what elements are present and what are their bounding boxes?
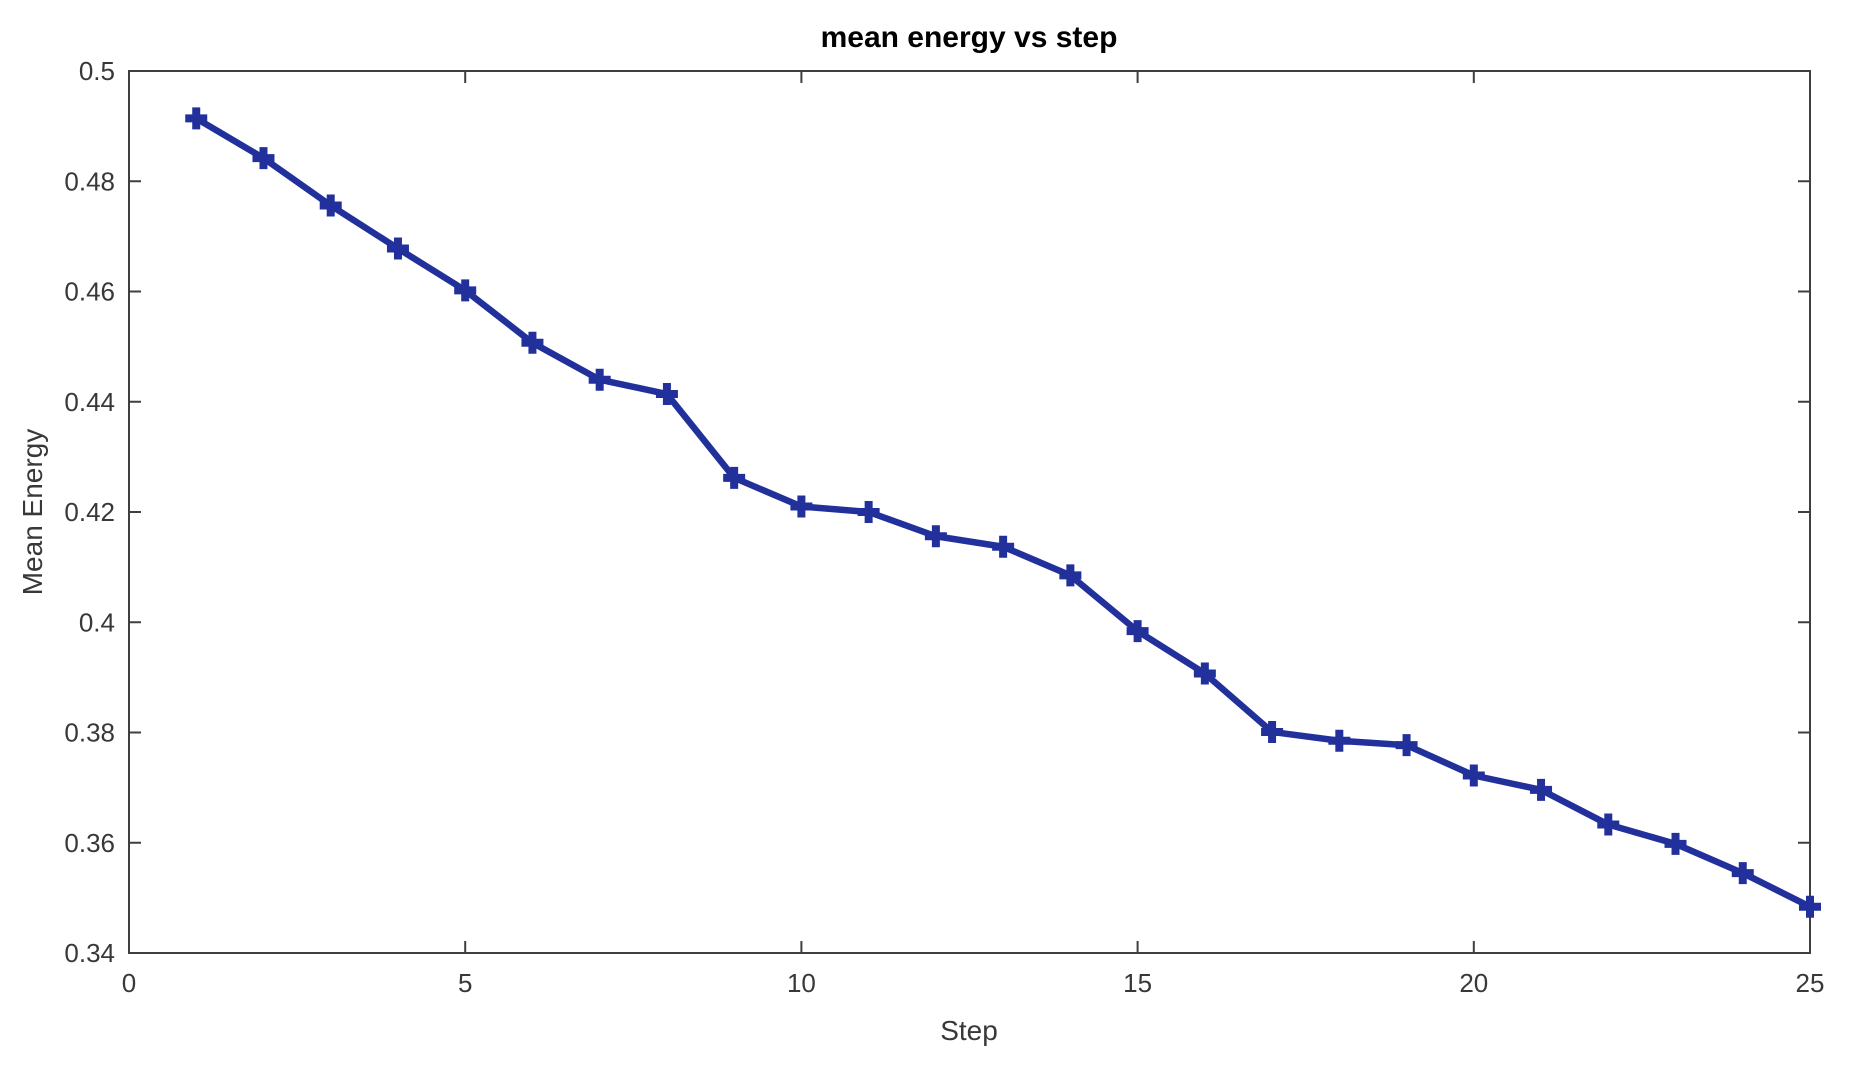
y-tick-label: 0.34 xyxy=(64,938,115,968)
y-tick-label: 0.4 xyxy=(79,607,115,637)
y-tick-label: 0.38 xyxy=(64,718,115,748)
plus-markers xyxy=(185,107,1821,918)
energy-line xyxy=(192,115,1814,910)
x-tick-label: 15 xyxy=(1123,968,1152,998)
chart-title: mean energy vs step xyxy=(821,21,1118,54)
y-tick-label: 0.42 xyxy=(64,497,115,527)
axes-box xyxy=(128,70,1811,954)
y-tick-label: 0.48 xyxy=(64,166,115,196)
x-tick-label: 25 xyxy=(1796,968,1825,998)
x-tick-label: 0 xyxy=(122,968,136,998)
x-tick-label: 5 xyxy=(458,968,472,998)
y-tick-label: 0.46 xyxy=(64,277,115,307)
x-tick-label: 10 xyxy=(787,968,816,998)
y-tick-label: 0.44 xyxy=(64,387,115,417)
y-axis-label: Mean Energy xyxy=(17,429,48,596)
x-axis-label: Step xyxy=(940,1015,998,1046)
axes: 0 5 10 15 20 25 0.34 0.36 0.38 0.4 0.42 0.44 0.46 0.4… xyxy=(64,56,1824,998)
y-tick-label: 0.5 xyxy=(79,56,115,86)
y-tick-label: 0.36 xyxy=(64,828,115,858)
line-series xyxy=(185,107,1821,918)
x-tick-label: 20 xyxy=(1459,968,1488,998)
